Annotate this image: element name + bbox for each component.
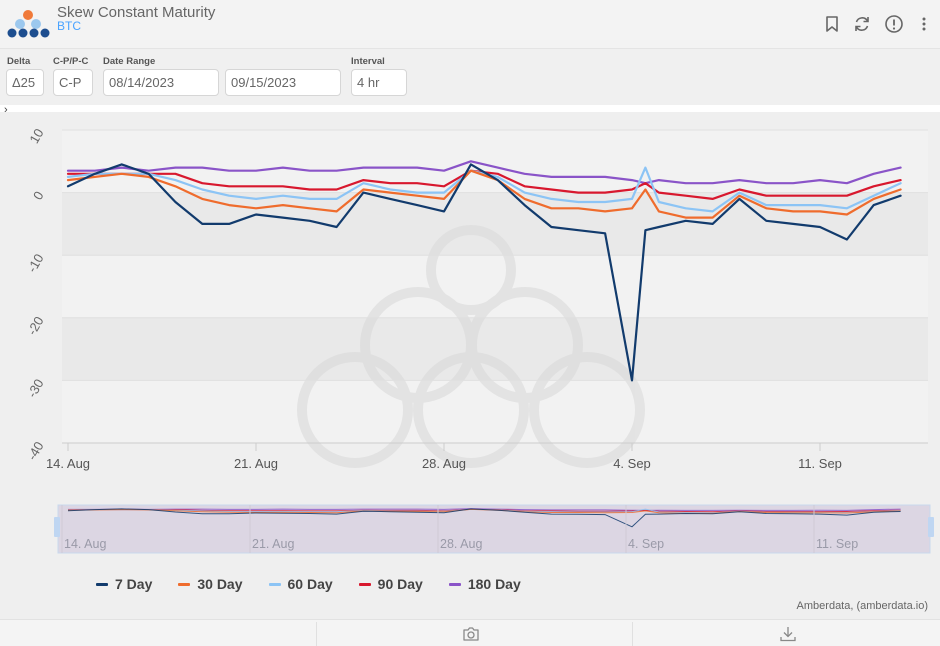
more-vertical-icon[interactable] bbox=[918, 14, 930, 34]
legend-item-90-day[interactable]: 90 Day bbox=[358, 574, 423, 594]
legend-item-30-day[interactable]: 30 Day bbox=[178, 574, 243, 594]
chart-legend: 7 Day 30 Day 60 Day 90 Day 180 Day bbox=[96, 574, 521, 594]
delta-select[interactable]: Δ25 bbox=[6, 69, 44, 96]
footer-divider bbox=[316, 622, 317, 646]
expand-chevron-icon[interactable]: › bbox=[4, 104, 8, 116]
legend-swatch bbox=[448, 582, 461, 586]
navigator-tick-label: 28. Aug bbox=[440, 537, 482, 551]
x-tick-label: 21. Aug bbox=[234, 456, 278, 471]
y-tick-label: -20 bbox=[24, 314, 46, 338]
delta-label: Delta bbox=[7, 56, 31, 67]
legend-label: 60 Day bbox=[287, 576, 333, 592]
series-line-7-day[interactable] bbox=[66, 163, 902, 382]
cp-label: C-P/P-C bbox=[53, 56, 89, 67]
widget-footer bbox=[0, 619, 940, 646]
bookmark-icon[interactable] bbox=[822, 14, 842, 34]
info-icon[interactable] bbox=[884, 14, 904, 34]
x-tick-label: 28. Aug bbox=[422, 456, 466, 471]
legend-label: 180 Day bbox=[467, 576, 521, 592]
y-tick-label: -10 bbox=[24, 251, 46, 275]
y-tick-label: 10 bbox=[26, 126, 46, 146]
legend-swatch bbox=[178, 582, 191, 586]
series-line-60-day[interactable] bbox=[66, 166, 902, 213]
controls-bar: Delta Δ25 C-P/P-C C-P Date Range 08/14/2… bbox=[0, 49, 940, 105]
y-tick-label: -30 bbox=[24, 376, 46, 400]
widget-header: Skew Constant Maturity BTC bbox=[0, 0, 940, 49]
camera-icon[interactable] bbox=[462, 626, 480, 642]
legend-item-60-day[interactable]: 60 Day bbox=[268, 574, 333, 594]
x-tick-label: 11. Sep bbox=[798, 456, 842, 471]
y-tick-label: 0 bbox=[30, 189, 47, 203]
navigator-tick-label: 21. Aug bbox=[252, 537, 294, 551]
x-axis-ticks: 14. Aug 21. Aug 28. Aug 4. Sep 11. Sep bbox=[46, 442, 928, 471]
navigator-left-handle[interactable] bbox=[54, 517, 60, 537]
navigator-series-line bbox=[67, 508, 901, 528]
refresh-icon[interactable] bbox=[852, 14, 872, 34]
navigator-tick-label: 14. Aug bbox=[64, 537, 106, 551]
amberdata-watermark bbox=[297, 225, 645, 468]
download-icon[interactable] bbox=[779, 626, 797, 642]
series-lines bbox=[66, 160, 902, 382]
plot-bands bbox=[62, 130, 928, 443]
amberdata-logo bbox=[7, 10, 50, 38]
legend-item-180-day[interactable]: 180 Day bbox=[448, 574, 521, 594]
legend-label: 7 Day bbox=[115, 576, 153, 592]
interval-label: Interval bbox=[351, 56, 385, 67]
cp-select[interactable]: C-P bbox=[53, 69, 93, 96]
legend-swatch bbox=[268, 582, 281, 586]
skew-line-chart: 10 0 -10 -20 -30 -40 14. Aug 21. Aug 28. Aug 4. … bbox=[24, 126, 934, 554]
navigator-tick-label: 4. Sep bbox=[628, 537, 664, 551]
chart-credits: Amberdata, (amberdata.io) bbox=[796, 600, 928, 612]
legend-label: 30 Day bbox=[197, 576, 243, 592]
start-date-input[interactable]: 08/14/2023 bbox=[103, 69, 219, 96]
legend-swatch bbox=[358, 582, 371, 586]
legend-label: 90 Day bbox=[377, 576, 423, 592]
legend-item-7-day[interactable]: 7 Day bbox=[96, 574, 152, 594]
x-tick-label: 4. Sep bbox=[613, 456, 651, 471]
plot-band bbox=[62, 317, 928, 381]
legend-swatch bbox=[96, 582, 108, 586]
footer-divider bbox=[632, 622, 633, 646]
navigator-tick-label: 11. Sep bbox=[816, 537, 858, 551]
plot-band bbox=[62, 255, 928, 318]
interval-select[interactable]: 4 hr bbox=[351, 69, 407, 96]
series-line-90-day[interactable] bbox=[66, 169, 902, 200]
x-tick-label: 14. Aug bbox=[46, 456, 90, 471]
navigator-right-handle[interactable] bbox=[928, 517, 934, 537]
series-line-180-day[interactable] bbox=[66, 160, 902, 185]
navigator[interactable]: 14. Aug 21. Aug 28. Aug 4. Sep 11. Sep bbox=[54, 504, 934, 554]
y-axis-ticks: 10 0 -10 -20 -30 -40 bbox=[24, 126, 46, 463]
y-tick-label: -40 bbox=[24, 439, 46, 463]
date-range-label: Date Range bbox=[103, 56, 156, 67]
widget-title: Skew Constant Maturity bbox=[57, 4, 216, 21]
asset-subtitle: BTC bbox=[57, 19, 81, 33]
end-date-input[interactable]: 09/15/2023 bbox=[225, 69, 341, 96]
